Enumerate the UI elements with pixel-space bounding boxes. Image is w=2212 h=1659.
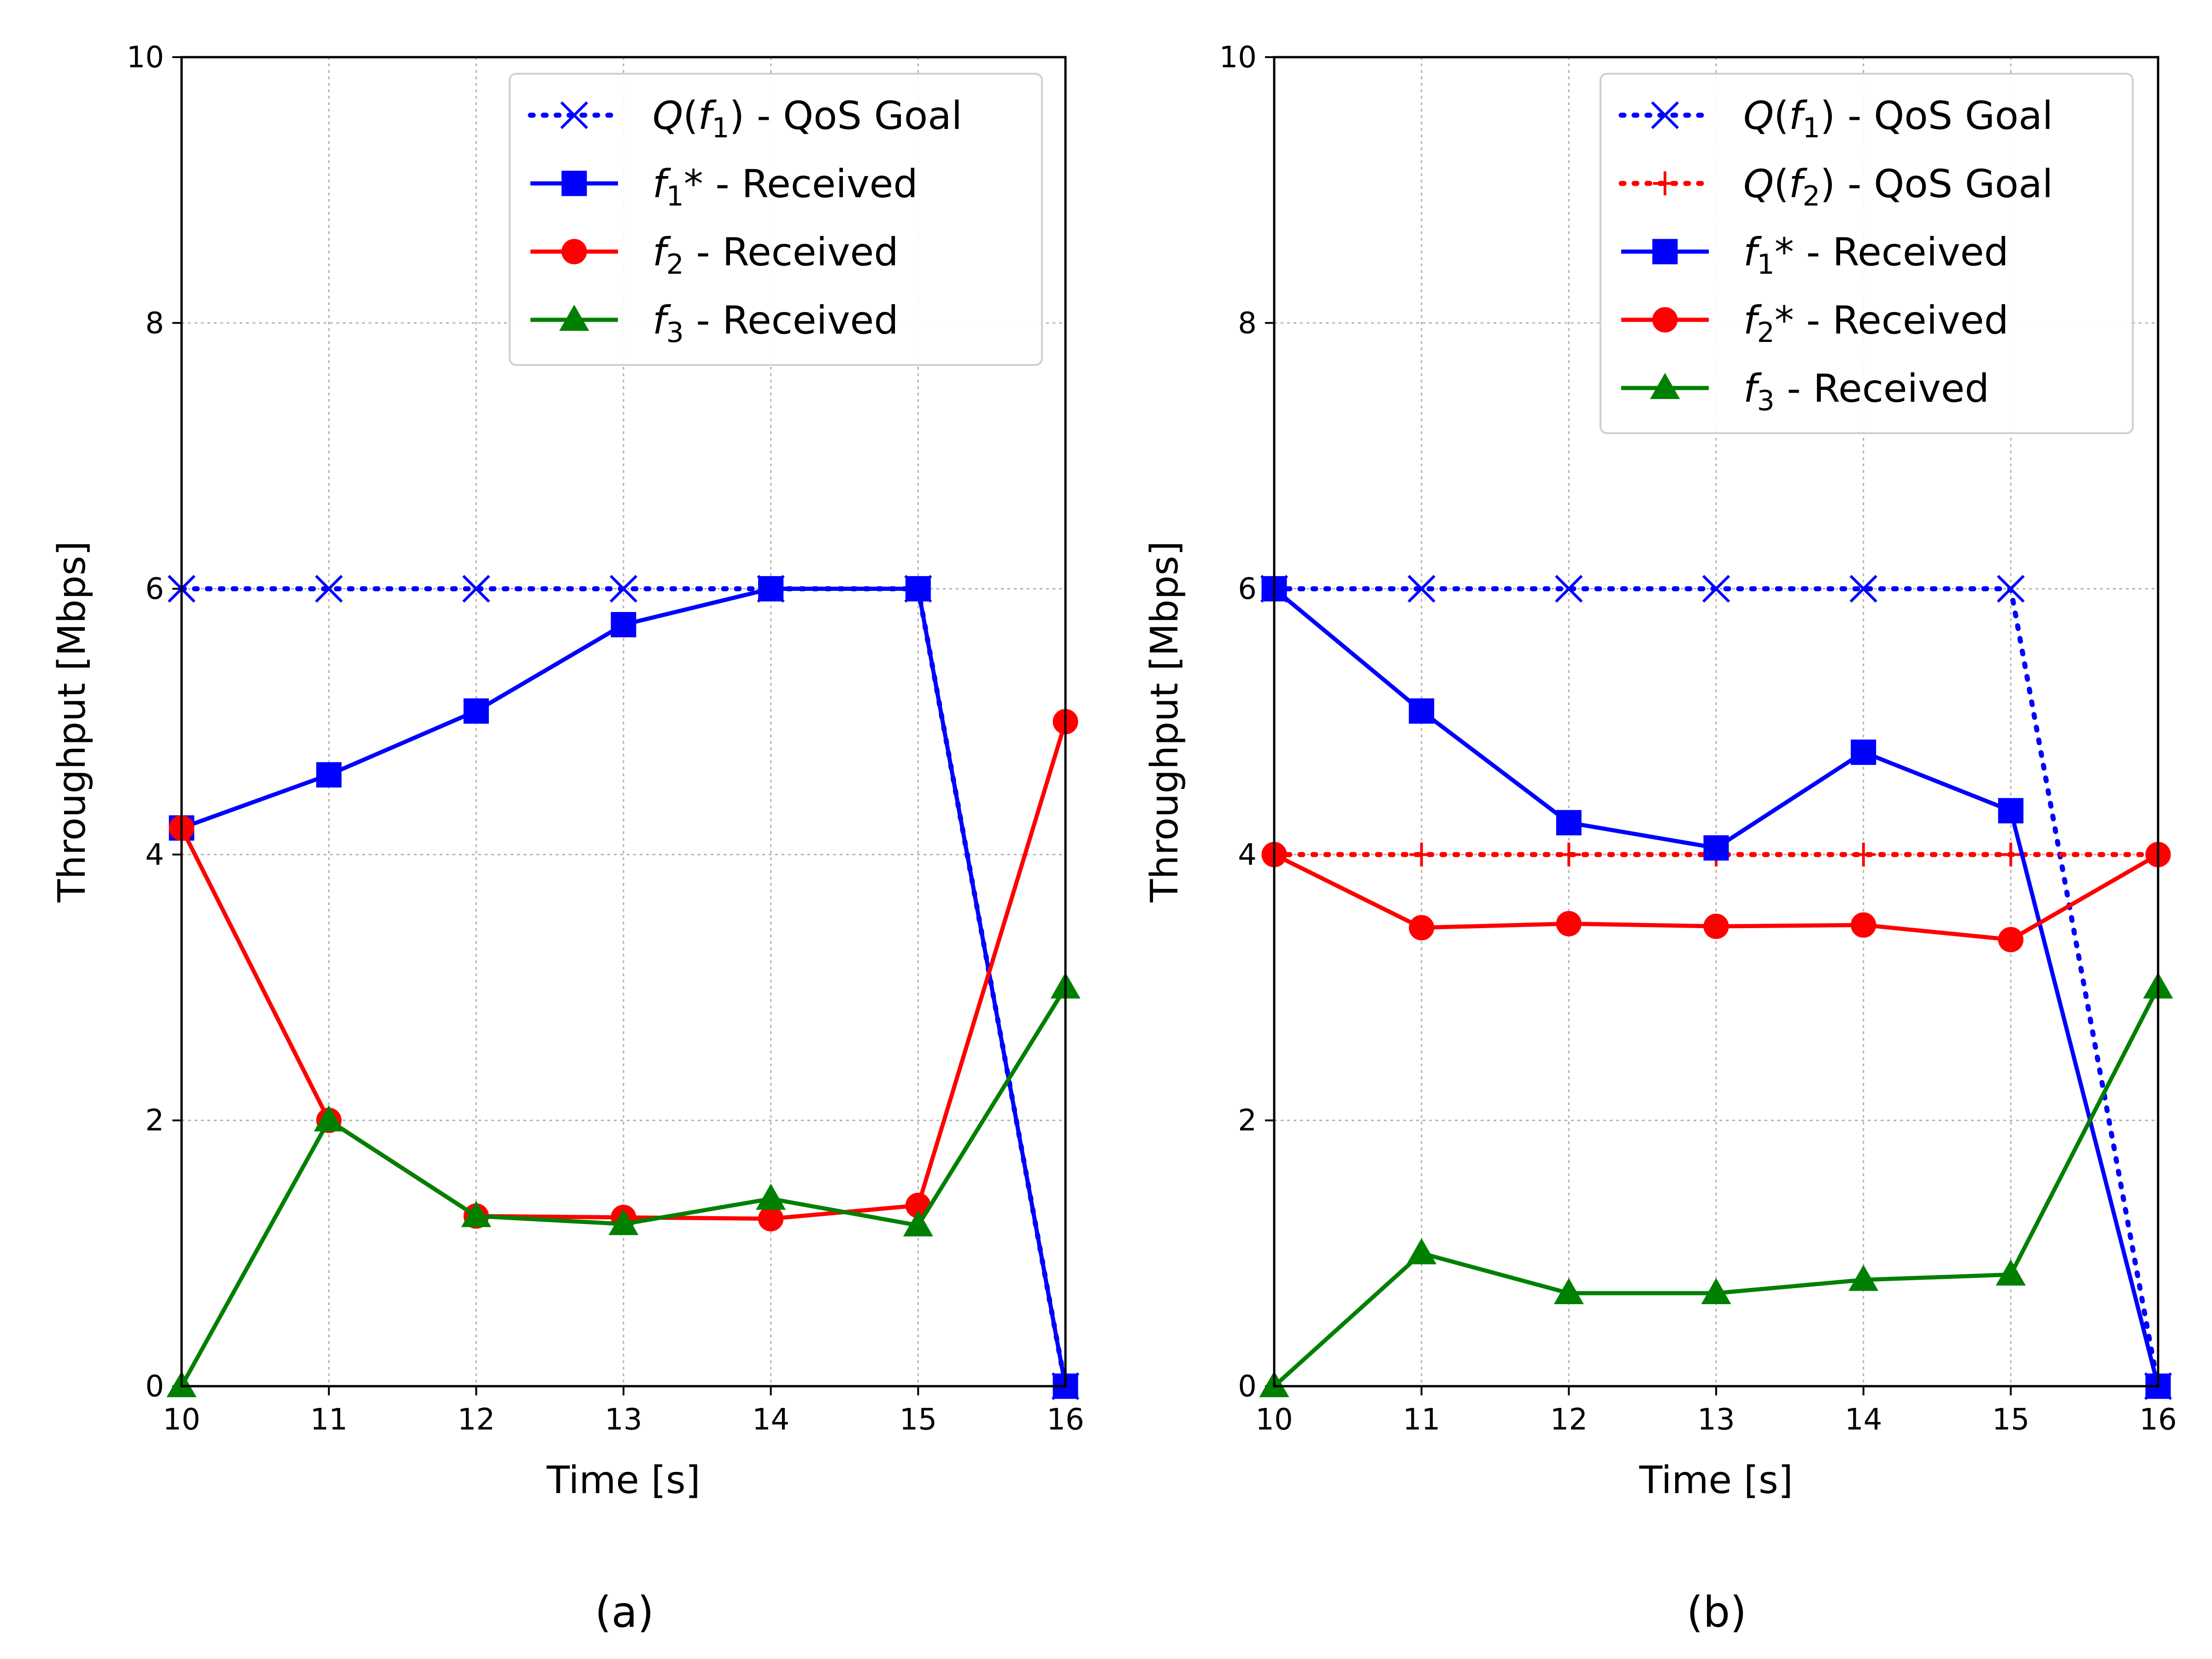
- data-point-f1: [316, 762, 342, 788]
- legend-marker-q_f1: [560, 101, 588, 129]
- legend-label-f3: f3 - Received: [1743, 366, 1989, 417]
- plot-frame: [1273, 56, 2159, 1388]
- data-point-q_f1: [1702, 575, 1730, 603]
- y-tick-label: 8: [145, 306, 164, 341]
- data-point-f2: [1998, 927, 2024, 953]
- x-tick-label: 14: [1845, 1403, 1882, 1437]
- legend-label-f1: f1* - Received: [653, 161, 918, 212]
- y-tick-label: 6: [1238, 572, 1257, 606]
- legend-label-q_f2: Q(f2) - QoS Goal: [1743, 161, 2053, 212]
- y-tick-label: 4: [145, 838, 164, 872]
- legend-label-f1: f1* - Received: [1743, 229, 2009, 281]
- data-point-f3: [756, 1183, 786, 1210]
- x-tick-label: 16: [2139, 1403, 2177, 1437]
- data-point-f3: [1701, 1278, 1731, 1305]
- data-point-f1: [905, 576, 931, 602]
- x-tick-label: 14: [752, 1403, 789, 1437]
- chart-panel-b: 10 11 12 13 14 15 16 0 2 4 6 8 10 Time [s] Throughput …: [1143, 41, 2177, 1502]
- chart-panel-a: 10 11 12 13 14 15 16 0 2 4 6 8 10 Time [s] Throughput …: [50, 41, 1084, 1502]
- x-tick-label: 12: [458, 1403, 495, 1437]
- data-point-f3: [1406, 1238, 1437, 1265]
- legend-marker-f3: [1650, 373, 1680, 399]
- data-point-q_f1: [609, 575, 638, 603]
- legend-label-q_f1: Q(f1) - QoS Goal: [653, 93, 962, 144]
- panel-caption-b: (b): [1687, 1588, 1747, 1637]
- data-point-f2: [1556, 911, 1582, 936]
- data-point-f3: [1848, 1265, 1879, 1291]
- data-point-q_f1: [1555, 575, 1583, 603]
- data-point-q_f2: [1557, 842, 1581, 867]
- x-tick-label: 11: [310, 1403, 347, 1437]
- legend-marker-f2: [561, 239, 587, 265]
- data-point-f3: [314, 1105, 344, 1132]
- y-tick-label: 8: [1238, 306, 1257, 341]
- y-tick-label: 4: [1238, 838, 1257, 872]
- data-point-f2: [758, 1206, 784, 1232]
- data-point-f3: [1995, 1259, 2026, 1286]
- legend-box: [1600, 73, 2134, 434]
- legend-label-f3: f3 - Received: [653, 298, 899, 349]
- x-tick-label: 13: [1697, 1403, 1735, 1437]
- data-point-f3: [461, 1200, 491, 1227]
- data-point-q_f1: [462, 575, 490, 603]
- x-tick-label: 16: [1047, 1403, 1084, 1437]
- x-tick-label: 12: [1550, 1403, 1588, 1437]
- legend-marker-f2: [1652, 307, 1678, 333]
- data-point-q_f1: [1997, 575, 2025, 603]
- data-point-q_f1: [1407, 575, 1435, 603]
- legend: Q(f1) - QoS Goal Q(f2) - QoS Goal f1* - Re…: [1600, 73, 2134, 434]
- y-tick-label: 0: [145, 1370, 164, 1404]
- x-axis-title: Time [s]: [546, 1459, 700, 1502]
- data-point-f2: [1409, 915, 1435, 941]
- x-tick-label: 10: [1255, 1403, 1293, 1437]
- y-tick-label: 10: [1219, 41, 1257, 75]
- legend-box: [509, 73, 1043, 366]
- legend-marker-f1: [1652, 239, 1678, 265]
- plot-frame: [180, 56, 1067, 1388]
- data-point-f1: [611, 612, 636, 637]
- legend-marker-q_f2: [1653, 171, 1677, 195]
- legend: Q(f1) - QoS Goal f1* - Received f2 - Recei…: [509, 73, 1043, 366]
- y-tick-label: 10: [127, 41, 164, 75]
- legend-marker-f1: [561, 171, 587, 196]
- data-point-q_f1: [315, 575, 343, 603]
- data-point-f2: [1703, 913, 1729, 939]
- y-tick-label: 6: [145, 572, 164, 606]
- data-point-f1: [758, 576, 784, 602]
- data-point-q_f1: [1849, 575, 1877, 603]
- x-tick-label: 11: [1403, 1403, 1440, 1437]
- data-point-q_f2: [1409, 842, 1434, 867]
- legend-marker-f3: [559, 305, 589, 331]
- data-point-f1: [1556, 810, 1582, 835]
- x-axis-title: Time [s]: [1639, 1459, 1793, 1502]
- x-tick-label: 15: [1992, 1403, 2030, 1437]
- y-axis-title: Throughput [Mbps]: [50, 541, 94, 903]
- x-tick-label: 10: [163, 1403, 200, 1437]
- x-tick-label: 15: [900, 1403, 937, 1437]
- panel-caption-a: (a): [595, 1588, 654, 1637]
- y-tick-label: 0: [1238, 1370, 1257, 1404]
- data-point-q_f2: [1999, 842, 2023, 867]
- data-point-f1: [1851, 739, 1877, 765]
- y-tick-label: 2: [1238, 1104, 1257, 1138]
- data-point-f1: [1409, 698, 1435, 724]
- y-axis-title: Throughput [Mbps]: [1143, 541, 1187, 903]
- data-point-f1: [1703, 835, 1729, 861]
- series-f3: [166, 972, 1081, 1397]
- y-tick-label: 2: [145, 1104, 164, 1138]
- data-point-f2: [1851, 912, 1877, 938]
- data-point-f3: [1553, 1278, 1584, 1305]
- legend-label-f2: f2 - Received: [653, 229, 899, 281]
- x-tick-label: 13: [605, 1403, 642, 1437]
- data-point-f1: [1998, 798, 2024, 824]
- data-point-f1: [463, 698, 489, 724]
- legend-marker-q_f1: [1651, 101, 1679, 129]
- legend-label-q_f1: Q(f1) - QoS Goal: [1743, 93, 2053, 144]
- legend-label-f2: f2* - Received: [1743, 298, 2009, 349]
- data-point-f3: [903, 1210, 933, 1236]
- data-point-q_f2: [1851, 842, 1876, 867]
- data-point-f3: [608, 1209, 639, 1235]
